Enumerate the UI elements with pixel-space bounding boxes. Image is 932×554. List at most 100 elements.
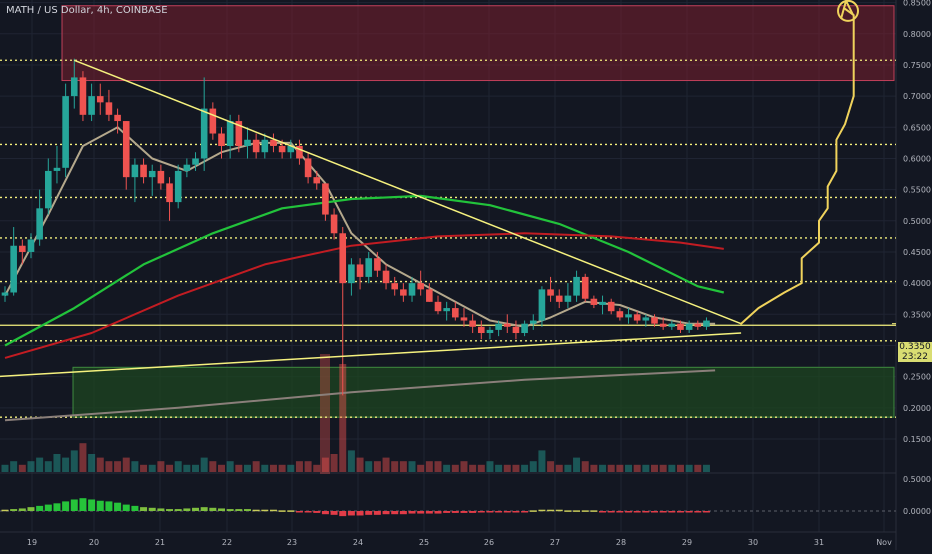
price-tick-label: 0.4000	[903, 279, 931, 288]
candle-body	[408, 283, 416, 296]
candle-body	[486, 329, 494, 334]
candle-body	[244, 139, 251, 146]
volume-bar	[564, 464, 572, 472]
volume-bar	[616, 464, 624, 472]
time-tick-label: Nov	[876, 538, 892, 547]
volume-bar	[278, 464, 286, 472]
oscillator-bar	[131, 505, 139, 511]
oscillator-bar	[157, 508, 165, 511]
support-zone	[72, 366, 895, 418]
oscillator-bar	[70, 499, 78, 511]
oscillator-bar	[486, 511, 494, 513]
moving-average-sma_long	[4, 369, 716, 422]
volume-bar	[122, 457, 130, 472]
volume-bar	[443, 464, 451, 472]
price-tick-label: 0.4500	[903, 248, 931, 257]
current-price-tag: 0.3350 23:22	[898, 342, 932, 362]
oscillator-bar	[408, 511, 416, 514]
volume-bar	[330, 454, 338, 472]
oscillator-bar	[460, 511, 468, 513]
candle-body	[703, 320, 710, 327]
candle-body	[529, 320, 537, 324]
volume-bar	[685, 464, 693, 472]
volume-bar	[581, 461, 589, 472]
candle-body	[677, 323, 684, 330]
candle-body	[443, 308, 450, 312]
candle-body	[166, 183, 173, 203]
volume-bar	[694, 464, 702, 472]
price-tick-label: 0.3500	[903, 310, 931, 319]
volume-bar	[200, 457, 208, 472]
volume-bar	[365, 461, 373, 472]
volume-bar	[529, 461, 537, 472]
candle-body	[88, 96, 95, 115]
candle-body	[417, 283, 424, 290]
candle-body	[36, 208, 43, 240]
volume-bar	[235, 464, 243, 472]
volume-bar	[313, 464, 321, 472]
candle-body	[400, 289, 407, 296]
volume-bar	[668, 464, 676, 472]
oscillator-bar	[88, 499, 96, 511]
price-tick-label: 0.2500	[903, 373, 931, 382]
candle-body	[313, 177, 321, 184]
descending-trendline	[74, 59, 742, 325]
oscillator-bar	[495, 511, 503, 513]
projection-target-circle	[837, 0, 860, 22]
volume-bar	[96, 457, 104, 472]
volume-bar	[62, 457, 70, 472]
oscillator-bar	[347, 511, 355, 516]
candle-body	[581, 276, 589, 299]
candle-body	[1, 292, 9, 296]
volume-bar	[166, 464, 174, 472]
candle-body	[469, 320, 476, 327]
price-tick-label: 0.7000	[903, 92, 931, 101]
candle-body	[183, 164, 191, 171]
oscillator-bar	[399, 511, 407, 515]
volume-bar	[261, 464, 269, 472]
volume-bar	[10, 461, 18, 472]
candle-body	[607, 301, 615, 312]
oscillator-bar	[503, 511, 511, 513]
oscillator-bar	[313, 511, 321, 513]
candle-body	[659, 323, 667, 327]
time-tick-label: 23	[287, 538, 297, 547]
candle-body	[62, 96, 69, 168]
oscillator-bar	[10, 509, 18, 511]
candle-body	[564, 295, 572, 302]
oscillator-bar	[174, 509, 182, 511]
volume-bar	[218, 464, 225, 472]
candle-body	[616, 311, 624, 318]
oscillator-bar	[607, 511, 615, 513]
candle-body	[391, 283, 398, 290]
volume-bar	[573, 457, 581, 472]
volume-bar	[408, 461, 416, 472]
oscillator-bar	[434, 511, 442, 514]
oscillator-bar	[521, 511, 529, 513]
candle-body	[374, 258, 381, 271]
oscillator-bar	[304, 511, 312, 513]
candle-body	[10, 245, 17, 293]
moving-average-sma_mid	[4, 194, 725, 347]
oscillator-bar	[1, 509, 9, 512]
ascending-trendline	[0, 332, 742, 378]
candle-body	[495, 323, 502, 330]
oscillator-bar	[564, 510, 572, 512]
time-tick-label: 26	[484, 538, 494, 547]
oscillator-bar	[590, 510, 598, 512]
candle-body	[434, 301, 442, 312]
volume-bar	[304, 461, 312, 472]
candle-body	[70, 77, 78, 97]
candle-body	[122, 121, 130, 178]
oscillator-bar	[668, 511, 676, 513]
candle-body	[555, 295, 563, 302]
candle-body	[19, 245, 26, 252]
volume-bar	[70, 450, 78, 472]
time-tick-label: 30	[748, 538, 758, 547]
oscillator-bar	[676, 511, 684, 513]
oscillator-bar	[261, 509, 269, 512]
volume-bar	[209, 461, 217, 472]
candle-body	[148, 170, 156, 178]
